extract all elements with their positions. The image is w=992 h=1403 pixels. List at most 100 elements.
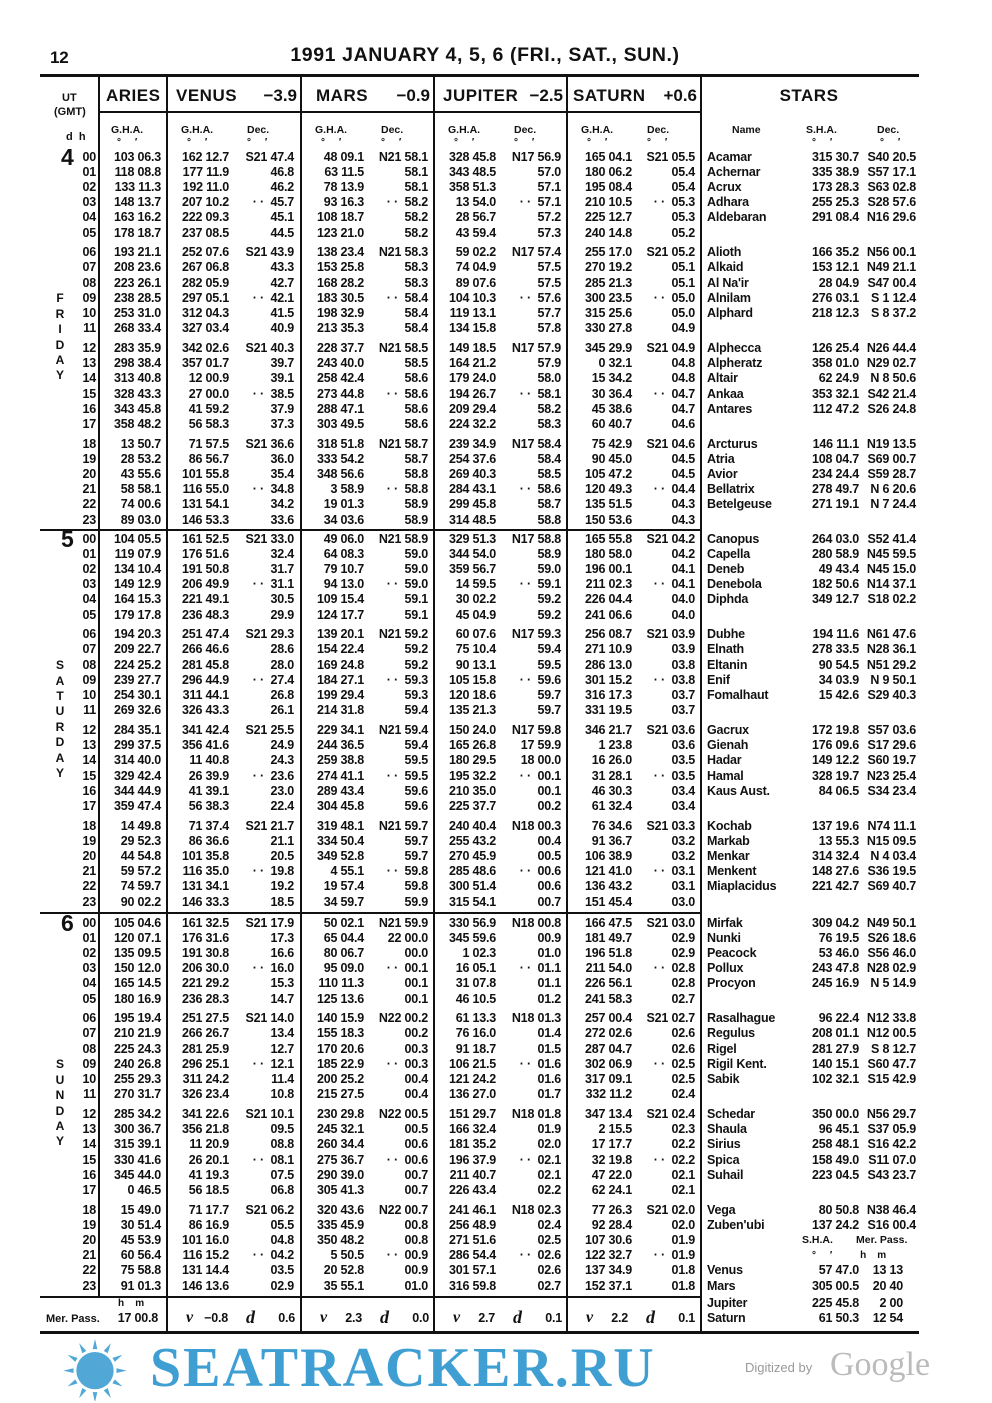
mars-dec-cell: N21 58.1 [378, 149, 428, 164]
venus-gha-cell: 297 05.1 [181, 290, 229, 305]
jupiter-dec-cell: 59.7 [537, 703, 561, 718]
jupiter-dec-cell: N17 56.9 [511, 149, 561, 164]
column-divider [700, 77, 702, 1332]
day-name-letter: A [55, 750, 65, 765]
star-dec: N 9 50.1 [870, 672, 916, 687]
mars-gha-cell: 289 43.4 [316, 783, 364, 798]
star-sha: 314 32.4 [811, 849, 859, 863]
star-sha: 153 12.1 [811, 260, 859, 275]
mars-gha-cell: 318 51.8 [316, 436, 364, 451]
saturn-dec-cell: S21 03.6 [646, 722, 696, 737]
star-name: Betelgeuse [707, 497, 772, 512]
star-name: Achernar [707, 164, 761, 179]
mars-gha-cell: 198 32.9 [316, 306, 364, 320]
v-symbol: v [453, 1309, 460, 1326]
degree-minute-units: ° ′ [321, 137, 342, 148]
star-dec: N 7 24.4 [870, 497, 916, 512]
venus-dec-cell: 37.9 [270, 401, 294, 416]
venus-gha-cell: 26 39.9 [188, 768, 230, 783]
saturn-dec-cell: 05.4 [671, 164, 695, 179]
day-name-letter: A [55, 673, 65, 688]
venus-gha-cell: 101 55.8 [181, 467, 229, 481]
hour-cell: 18 [82, 436, 96, 451]
saturn-gha-cell: 241 06.6 [584, 607, 632, 622]
aries-gha-cell: 210 21.9 [113, 1026, 161, 1041]
mars-gha-cell: 169 24.8 [316, 657, 364, 672]
saturn-dec-cell: S21 05.2 [646, 245, 696, 260]
venus-dec-cell: 06.8 [270, 1182, 294, 1197]
hour-cell: 11 [83, 321, 96, 336]
venus-gha-cell: 326 23.4 [181, 1087, 229, 1102]
saturn-gha-cell: 1 23.8 [598, 738, 632, 753]
venus-gha-cell: 267 06.8 [181, 260, 229, 275]
saturn-gha-cell: 0 32.1 [598, 356, 632, 371]
saturn-dec-cell: · · 01.9 [653, 1248, 695, 1263]
star-sha: 291 08.4 [811, 210, 859, 225]
saturn-gha-label: G.H.A. [581, 124, 614, 136]
jupiter-gha-cell: 196 37.9 [448, 1152, 496, 1167]
hour-cell: 08 [82, 275, 96, 290]
saturn-dec-cell: · · 03.8 [653, 672, 695, 687]
aries-gha-cell: 300 36.7 [113, 1122, 161, 1137]
jupiter-gha-cell: 106 21.5 [448, 1056, 496, 1071]
star-name: Hamal [707, 768, 744, 783]
jupiter-dec-cell: · · 59.6 [519, 672, 561, 687]
venus-dec-cell: S21 25.5 [245, 722, 295, 737]
saturn-dec-cell: 05.0 [671, 306, 695, 320]
saturn-dec-cell: 04.6 [671, 416, 695, 431]
star-sha: 15 42.6 [818, 688, 860, 702]
saturn-gha-cell: 272 02.6 [584, 1026, 632, 1041]
jupiter-gha-cell: 90 13.1 [455, 657, 497, 672]
mars-gha-cell: 125 13.6 [316, 991, 364, 1006]
venus-gha-cell: 206 49.9 [181, 577, 229, 592]
star-dec: N19 13.5 [866, 436, 916, 451]
jupiter-dec-cell: 57.8 [537, 321, 561, 336]
star-name: Schedar [707, 1106, 755, 1121]
venus-gha-cell: 177 11.9 [182, 164, 230, 179]
jupiter-gha-cell: 14 59.5 [455, 577, 497, 592]
saturn-dec-cell: 04.3 [671, 512, 695, 527]
venus-gha-cell: 71 57.5 [188, 436, 230, 451]
venus-gha-cell: 266 26.7 [181, 1026, 229, 1041]
aries-gha-cell: 28 53.2 [120, 451, 162, 466]
venus-gha-cell: 327 03.4 [181, 321, 229, 336]
saturn-gha-cell: 257 00.4 [584, 1011, 632, 1026]
venus-dec-cell: S21 36.6 [245, 436, 295, 451]
day-divider [40, 912, 700, 914]
saturn-dec-cell: 04.5 [671, 451, 695, 466]
saturn-dec-cell: · · 04.1 [653, 577, 695, 592]
aries-gha-cell: 74 59.7 [120, 879, 162, 894]
jupiter-gha-cell: 314 48.5 [448, 512, 496, 527]
saturn-gha-cell: 287 04.7 [584, 1041, 632, 1056]
mars-dec-cell: N22 00.5 [378, 1106, 428, 1121]
star-sha: 137 19.6 [811, 818, 859, 833]
saturn-gha-cell: 285 21.3 [584, 275, 632, 290]
day-name-letter: Y [55, 765, 64, 780]
jupiter-gha-cell: 151 29.7 [448, 1106, 496, 1121]
saturn-gha-cell: 17 17.7 [591, 1137, 633, 1152]
venus-gha-cell: 342 02.6 [181, 340, 229, 355]
mars-gha-cell: 273 44.8 [316, 386, 364, 401]
jupiter-gha-cell: 181 35.2 [448, 1137, 496, 1152]
star-sha: 108 04.7 [811, 451, 859, 466]
aries-gha-cell: 224 25.2 [113, 657, 161, 672]
jupiter-gha-cell: 301 57.1 [448, 1263, 496, 1278]
mars-gha-cell: 49 06.0 [323, 531, 365, 546]
jupiter-dec-cell: 59.4 [537, 642, 561, 657]
star-dec: N26 44.4 [866, 340, 916, 355]
star-name: Zuben'ubi [707, 1217, 765, 1232]
star-dec: S18 02.2 [867, 592, 917, 607]
saturn-gha-cell: 331 19.5 [584, 703, 632, 718]
mars-dec-cell: 00.1 [404, 976, 428, 991]
v-symbol: v [586, 1309, 593, 1326]
jupiter-dec-cell: 00.5 [537, 849, 561, 863]
venus-gha-cell: 312 04.3 [181, 306, 229, 320]
venus-dec-cell: 20.5 [270, 849, 294, 863]
venus-gha-cell: 176 31.6 [181, 930, 229, 945]
saturn-dec-cell: 01.8 [671, 1263, 695, 1278]
jupiter-dec-cell: 01.7 [537, 1087, 561, 1102]
star-name: Antares [707, 401, 753, 416]
degree-minute-units: ° ′ [812, 137, 833, 148]
venus-gha-cell: 101 35.8 [181, 849, 229, 863]
jupiter-gha-cell: 135 21.3 [448, 703, 496, 718]
